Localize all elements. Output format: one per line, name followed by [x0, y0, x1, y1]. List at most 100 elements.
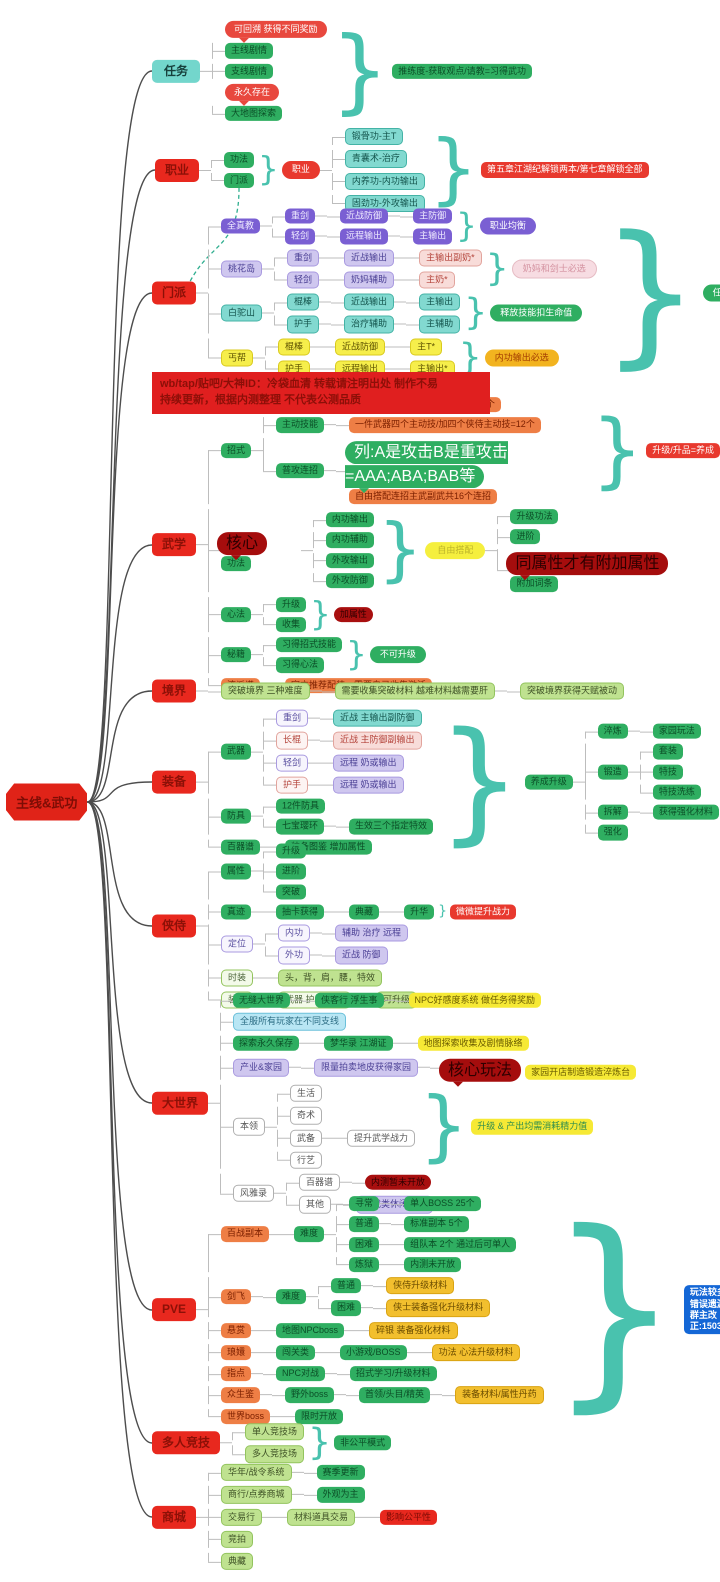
mindmap-node[interactable]: 侠士装备强化升级材料	[386, 1299, 491, 1317]
mindmap-node[interactable]: 突破境界 三种难度	[221, 682, 310, 700]
mindmap-node[interactable]: 玩法较多 如有错误遗漏联系群主改正:150397218	[683, 1285, 720, 1335]
mindmap-node[interactable]: 百器谱	[299, 1173, 341, 1191]
branch-label[interactable]: 职业	[155, 158, 200, 182]
mindmap-node[interactable]: 本领	[233, 1118, 266, 1136]
mindmap-node[interactable]: 指点	[221, 1366, 252, 1382]
mindmap-node[interactable]: 华年/战令系统	[221, 1463, 292, 1482]
mindmap-node[interactable]: 丐帮	[221, 349, 254, 367]
mindmap-node[interactable]: 远程 奶或输出	[333, 776, 404, 794]
mindmap-node[interactable]: 重剑	[285, 208, 316, 224]
mindmap-node[interactable]: 装备材料/属性丹药	[455, 1386, 544, 1404]
mindmap-node[interactable]: 竞拍	[221, 1530, 254, 1548]
mindmap-node[interactable]: 地图探索收集及剧情脉络	[417, 1035, 529, 1051]
mindmap-node[interactable]: 远程输出	[340, 228, 389, 244]
mindmap-node[interactable]: 近战 主防御副输出	[333, 731, 422, 750]
branch-label[interactable]: 任务	[152, 59, 201, 83]
mindmap-node[interactable]: 桃花岛	[221, 260, 263, 278]
mindmap-node[interactable]: 内测未开放	[404, 1256, 462, 1273]
mindmap-node[interactable]: 生效三个指定特效	[349, 818, 434, 835]
mindmap-node[interactable]: 近战输出	[344, 249, 395, 267]
mindmap-node[interactable]: 多人竞技场	[245, 1445, 305, 1463]
branch-label[interactable]: 门派	[152, 281, 197, 305]
mindmap-node[interactable]: 近战防御	[340, 208, 389, 224]
mindmap-node[interactable]: 限时开放	[295, 1408, 344, 1424]
mindmap-node[interactable]: 影响公平性	[380, 1509, 438, 1525]
root-node[interactable]: 主线&武功	[6, 783, 88, 821]
mindmap-node[interactable]: 外攻防御	[325, 573, 374, 589]
mindmap-node[interactable]: 秘籍	[221, 647, 252, 663]
mindmap-node[interactable]: 典藏	[349, 904, 380, 920]
mindmap-node[interactable]: 内养功-内功输出	[344, 172, 425, 190]
mindmap-node[interactable]: 近战防御	[335, 338, 386, 356]
mindmap-node[interactable]: 近战 防御	[335, 946, 388, 964]
mindmap-node[interactable]: 闯关类	[276, 1344, 316, 1361]
mindmap-node[interactable]: 主输出副奶*	[419, 249, 482, 267]
mindmap-node[interactable]: 青囊术-治疗	[344, 150, 407, 168]
mindmap-node[interactable]: 赛季更新	[316, 1464, 365, 1481]
branch-label[interactable]: 大世界	[152, 1091, 209, 1115]
mindmap-node[interactable]: 外功	[278, 946, 311, 964]
mindmap-node[interactable]: 养成升级	[524, 774, 573, 790]
mindmap-node[interactable]: 侠客行 浮生事	[315, 992, 384, 1008]
mindmap-node[interactable]: 外攻输出	[325, 552, 374, 568]
mindmap-node[interactable]: 不可升级	[369, 646, 426, 664]
mindmap-node[interactable]: 炼狱	[349, 1256, 380, 1273]
mindmap-node[interactable]: 主T*	[410, 338, 443, 356]
mindmap-node[interactable]: 组队本 2个 通过后可单人	[404, 1236, 517, 1252]
note-bubble[interactable]: 列:A是攻击B是重攻击=AAA;ABA;BAB等	[345, 440, 508, 488]
mindmap-node[interactable]: 自由搭配	[425, 541, 486, 559]
mindmap-node[interactable]: 野外boss	[285, 1387, 335, 1403]
mindmap-node[interactable]: 主辅助	[419, 315, 461, 333]
mindmap-node[interactable]: 心法	[221, 606, 252, 622]
note-bubble[interactable]: 同属性才有附加属性	[506, 552, 669, 576]
mindmap-node[interactable]: 商行/点券商城	[221, 1486, 292, 1504]
mindmap-node[interactable]: 家园玩法	[652, 723, 701, 739]
mindmap-node[interactable]: 普攻连招	[276, 463, 325, 479]
branch-label[interactable]: PVE	[152, 1298, 197, 1322]
mindmap-node[interactable]: 主线剧情	[225, 43, 274, 59]
mindmap-node[interactable]: 职业均衡	[479, 217, 536, 235]
mindmap-node[interactable]: 拆解	[597, 804, 628, 820]
mindmap-node[interactable]: 辅助 治疗 远程	[335, 924, 409, 942]
mindmap-node[interactable]: 众生鉴	[221, 1387, 261, 1403]
mindmap-node[interactable]: 推练度-获取观点/请教=习得武功	[392, 63, 532, 79]
mindmap-node[interactable]: 困难	[331, 1300, 362, 1316]
mindmap-node[interactable]: 奶妈和剑士必选	[511, 259, 597, 279]
branch-label[interactable]: 境界	[152, 679, 197, 703]
mindmap-node[interactable]: 护手	[276, 776, 309, 794]
mindmap-node[interactable]: 全真教	[221, 218, 261, 234]
mindmap-node[interactable]: 自由搭配连招主武副武共16个连招	[349, 488, 498, 504]
mindmap-node[interactable]: 淬炼	[597, 723, 628, 739]
mindmap-node[interactable]: 行艺	[290, 1151, 323, 1169]
mindmap-node[interactable]: 提升武学战力	[347, 1129, 416, 1147]
mindmap-node[interactable]: 升级/升品=养成	[646, 442, 720, 459]
mindmap-node[interactable]: 棍棒	[278, 338, 311, 356]
mindmap-node[interactable]: 武备	[290, 1129, 323, 1147]
mindmap-node[interactable]: 升华	[404, 904, 435, 920]
mindmap-node[interactable]: 重剑	[276, 709, 309, 727]
mindmap-node[interactable]: 生活	[290, 1084, 323, 1102]
mindmap-node[interactable]: 习得招式技能	[276, 637, 343, 653]
mindmap-node[interactable]: 七宝璎环	[276, 818, 325, 835]
mindmap-node[interactable]: 突破	[276, 884, 307, 900]
mindmap-node[interactable]: 头，背，肩，腰，特效	[278, 969, 383, 987]
mindmap-node[interactable]: 典藏	[221, 1552, 254, 1571]
mindmap-node[interactable]: 套装	[652, 744, 683, 760]
mindmap-node[interactable]: 支线剧情	[225, 63, 274, 79]
mindmap-node[interactable]: 永久存在	[225, 83, 280, 107]
mindmap-node[interactable]: 近战输出	[344, 293, 395, 311]
mindmap-node[interactable]: 无缝大世界	[233, 992, 291, 1008]
mindmap-node[interactable]: 首领/头目/精英	[359, 1387, 431, 1403]
mindmap-node[interactable]: 特技洗练	[652, 784, 701, 800]
mindmap-node[interactable]: 剑飞	[221, 1289, 252, 1305]
mindmap-node[interactable]: 升级功法	[510, 508, 559, 525]
mindmap-node[interactable]: 招式学习/升级材料	[350, 1366, 437, 1382]
mindmap-node[interactable]: 进阶	[276, 863, 307, 879]
mindmap-node[interactable]: 职业	[281, 161, 320, 179]
mindmap-node[interactable]: 困难	[349, 1236, 380, 1252]
mindmap-node[interactable]: 强化	[597, 825, 628, 841]
mindmap-node[interactable]: 锻造	[597, 764, 628, 780]
note-bubble[interactable]: 核心玩法	[439, 1058, 522, 1082]
branch-label[interactable]: 侠侍	[152, 914, 197, 938]
mindmap-node[interactable]: 琅嬛	[221, 1344, 252, 1361]
